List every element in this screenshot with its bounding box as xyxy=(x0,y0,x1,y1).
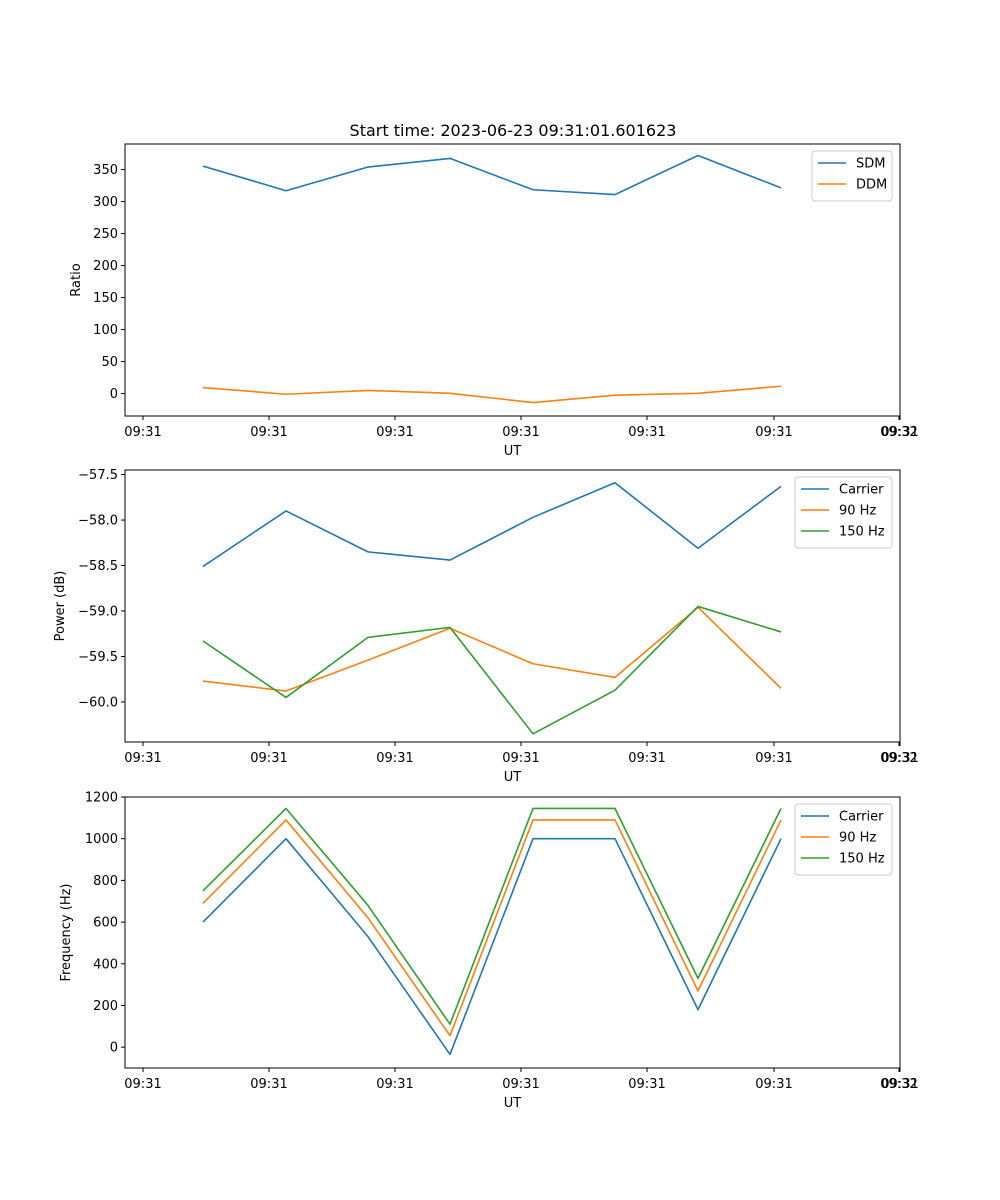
x-tick-label: 09:31 xyxy=(502,1077,539,1092)
series-line-90-hz xyxy=(202,819,782,1037)
y-tick-label: 100 xyxy=(93,323,118,338)
x-tick-label: 09:31 xyxy=(628,425,665,440)
x-tick-label: 09:31 xyxy=(502,425,539,440)
series-line-90-hz xyxy=(202,606,782,692)
series-line-150-hz xyxy=(202,807,782,1026)
x-tick-label: 09:31 xyxy=(250,751,287,766)
y-tick-label: −60.0 xyxy=(78,695,118,710)
x-tick-label: 09:31 xyxy=(250,425,287,440)
x-tick-label: 09:31 xyxy=(881,751,918,766)
legend-label: 90 Hz xyxy=(839,831,876,846)
y-tick-label: 800 xyxy=(93,874,118,889)
y-tick-label: −58.5 xyxy=(78,559,118,574)
y-axis-label: Power (dB) xyxy=(53,571,68,642)
y-tick-label: 250 xyxy=(93,227,118,242)
x-tick-label: 09:31 xyxy=(881,425,918,440)
x-tick-label: 09:31 xyxy=(124,425,161,440)
series-line-carrier xyxy=(202,837,782,1056)
x-tick-label: 09:31 xyxy=(124,751,161,766)
y-tick-label: 150 xyxy=(93,291,118,306)
x-tick-label: 09:31 xyxy=(250,1077,287,1092)
x-tick-label: 09:31 xyxy=(628,751,665,766)
x-tick-label: 09:31 xyxy=(376,1077,413,1092)
y-tick-label: 1000 xyxy=(85,832,118,847)
series-line-150-hz xyxy=(202,605,782,735)
x-tick-label-end: 09:32 xyxy=(880,751,917,766)
plot-frame xyxy=(124,143,901,417)
legend-label: Carrier xyxy=(839,810,884,825)
x-tick-label: 09:31 xyxy=(881,1077,918,1092)
y-tick-label: 200 xyxy=(93,999,118,1014)
legend-label: 150 Hz xyxy=(839,525,885,540)
x-axis-label: UT xyxy=(504,770,522,785)
x-tick-label-end: 09:32 xyxy=(880,1077,917,1092)
y-tick-label: 300 xyxy=(93,195,118,210)
y-tick-label: −57.5 xyxy=(78,468,118,483)
y-tick-label: −58.0 xyxy=(78,514,118,529)
legend-label: Carrier xyxy=(839,483,884,498)
y-tick-label: −59.5 xyxy=(78,650,118,665)
y-tick-label: 200 xyxy=(93,259,118,274)
chart-title: Start time: 2023-06-23 09:31:01.601623 xyxy=(350,121,677,140)
x-tick-label: 09:31 xyxy=(124,1077,161,1092)
y-tick-label: 50 xyxy=(101,355,118,370)
plot-frame xyxy=(124,796,901,1069)
legend-label: DDM xyxy=(856,178,887,193)
x-tick-label: 09:31 xyxy=(376,751,413,766)
y-tick-label: 0 xyxy=(110,387,118,402)
legend-label: 90 Hz xyxy=(839,504,876,519)
y-tick-label: 600 xyxy=(93,916,118,931)
legend: SDM DDM xyxy=(811,150,893,202)
panel-2: −60.0 −59.5 −59.0 −58.5 −58.0 −57.5 09:31 09:31… xyxy=(53,468,919,785)
series-line-carrier xyxy=(202,481,782,568)
x-tick-label: 09:31 xyxy=(755,425,792,440)
y-tick-label: 400 xyxy=(93,957,118,972)
legend: Carrier 90 Hz 150 Hz xyxy=(794,476,893,549)
x-tick-label: 09:31 xyxy=(502,751,539,766)
x-tick-label: 09:31 xyxy=(376,425,413,440)
y-tick-label: 1200 xyxy=(85,791,118,806)
x-tick-label: 09:31 xyxy=(628,1077,665,1092)
x-tick-label-end: 09:32 xyxy=(880,425,917,440)
plot-frame xyxy=(124,469,901,743)
y-axis-label: Frequency (Hz) xyxy=(59,883,74,981)
y-axis-label: Ratio xyxy=(69,263,84,296)
x-axis-label: UT xyxy=(504,444,522,459)
x-tick-label: 09:31 xyxy=(755,751,792,766)
y-tick-label: −59.0 xyxy=(78,605,118,620)
series-line-ddm xyxy=(202,385,782,404)
y-tick-label: 0 xyxy=(110,1041,118,1056)
series-line-sdm xyxy=(202,154,782,196)
legend: Carrier 90 Hz 150 Hz xyxy=(794,803,893,876)
y-tick-label: 350 xyxy=(93,163,118,178)
x-tick-label: 09:31 xyxy=(755,1077,792,1092)
x-axis-label: UT xyxy=(504,1096,522,1111)
legend-label: 150 Hz xyxy=(839,852,885,867)
legend-label: SDM xyxy=(856,157,885,172)
